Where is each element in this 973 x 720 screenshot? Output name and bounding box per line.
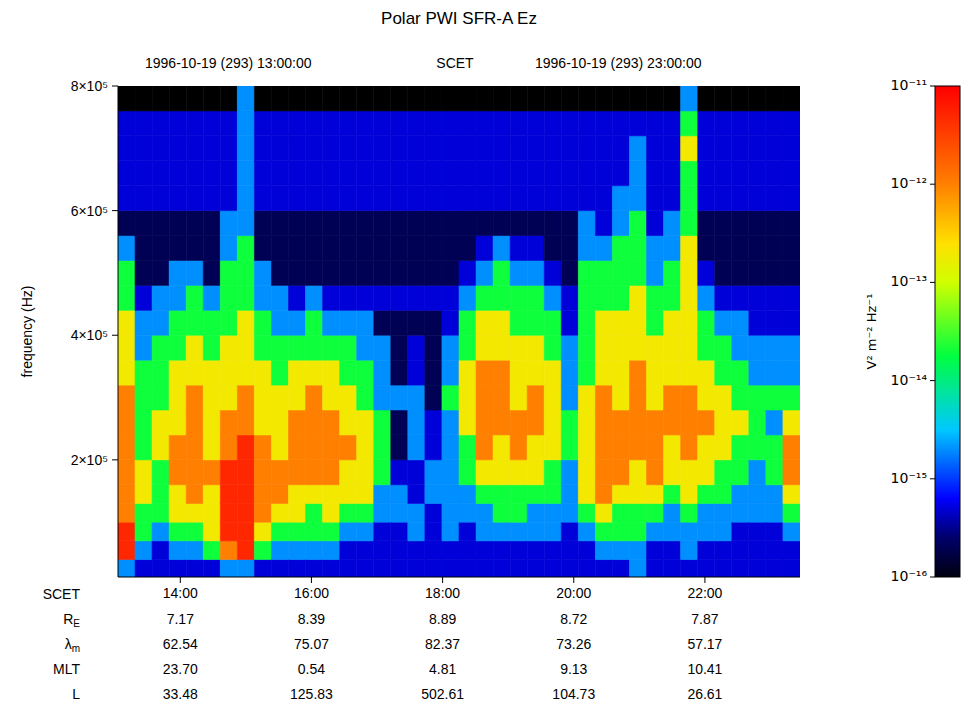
svg-text:1996-10-19 (293) 23:00:00: 1996-10-19 (293) 23:00:00 xyxy=(535,55,702,71)
svg-text:4.81: 4.81 xyxy=(429,661,456,677)
svg-text:10⁻¹⁶: 10⁻¹⁶ xyxy=(891,568,928,584)
svg-text:82.37: 82.37 xyxy=(425,636,460,652)
svg-text:RE: RE xyxy=(63,611,80,629)
svg-text:λm: λm xyxy=(65,636,80,654)
svg-text:10⁻¹²: 10⁻¹² xyxy=(891,175,927,191)
svg-text:8.39: 8.39 xyxy=(298,611,325,627)
svg-text:502.61: 502.61 xyxy=(421,686,464,702)
svg-text:frequency (Hz): frequency (Hz) xyxy=(19,286,35,378)
svg-text:V² m⁻² Hz⁻¹: V² m⁻² Hz⁻¹ xyxy=(864,294,879,370)
svg-text:8×10⁵: 8×10⁵ xyxy=(71,78,108,94)
svg-text:33.48: 33.48 xyxy=(163,686,198,702)
svg-text:8.89: 8.89 xyxy=(429,611,456,627)
svg-text:73.26: 73.26 xyxy=(556,636,591,652)
svg-text:16:00: 16:00 xyxy=(294,585,329,601)
svg-text:SCET: SCET xyxy=(436,55,474,71)
svg-text:10⁻¹³: 10⁻¹³ xyxy=(891,273,927,289)
svg-text:6×10⁵: 6×10⁵ xyxy=(71,203,108,219)
svg-text:10⁻¹⁵: 10⁻¹⁵ xyxy=(891,470,927,486)
svg-text:8.72: 8.72 xyxy=(560,611,587,627)
svg-text:75.07: 75.07 xyxy=(294,636,329,652)
svg-text:7.17: 7.17 xyxy=(167,611,194,627)
svg-text:0.54: 0.54 xyxy=(298,661,325,677)
svg-text:10.41: 10.41 xyxy=(687,661,722,677)
svg-text:SCET: SCET xyxy=(43,586,81,602)
svg-text:2×10⁵: 2×10⁵ xyxy=(71,452,108,468)
svg-text:20:00: 20:00 xyxy=(556,585,591,601)
svg-text:104.73: 104.73 xyxy=(552,686,595,702)
svg-text:1996-10-19 (293) 13:00:00: 1996-10-19 (293) 13:00:00 xyxy=(145,55,312,71)
svg-text:Polar PWI SFR-A Ez: Polar PWI SFR-A Ez xyxy=(381,9,537,28)
svg-text:7.87: 7.87 xyxy=(691,611,718,627)
svg-text:23.70: 23.70 xyxy=(163,661,198,677)
svg-text:57.17: 57.17 xyxy=(687,636,722,652)
svg-text:22:00: 22:00 xyxy=(687,585,722,601)
svg-text:10⁻¹⁴: 10⁻¹⁴ xyxy=(891,372,928,388)
svg-text:14:00: 14:00 xyxy=(163,585,198,601)
svg-text:9.13: 9.13 xyxy=(560,661,587,677)
svg-text:4×10⁵: 4×10⁵ xyxy=(71,327,108,343)
svg-text:125.83: 125.83 xyxy=(290,686,333,702)
svg-text:26.61: 26.61 xyxy=(687,686,722,702)
svg-text:MLT: MLT xyxy=(53,661,80,677)
svg-text:18:00: 18:00 xyxy=(425,585,460,601)
svg-text:10⁻¹¹: 10⁻¹¹ xyxy=(891,77,927,93)
svg-text:L: L xyxy=(72,686,80,702)
svg-text:62.54: 62.54 xyxy=(163,636,198,652)
